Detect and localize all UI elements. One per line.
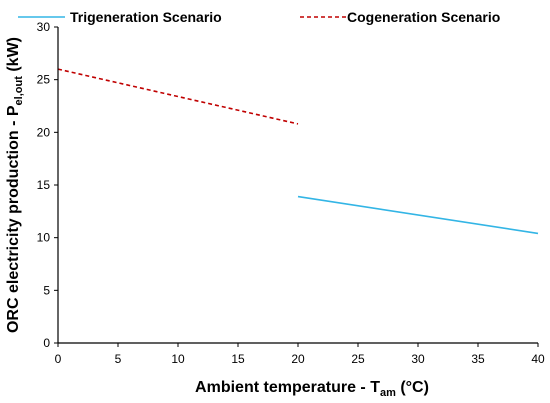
x-tick-label: 30 <box>411 352 425 366</box>
legend-label-trigeneration: Trigeneration Scenario <box>70 9 222 25</box>
y-tick-label: 5 <box>43 283 50 297</box>
y-tick-label: 15 <box>37 178 51 192</box>
legend-label-cogeneration: Cogeneration Scenario <box>347 9 500 25</box>
x-tick-label: 10 <box>171 352 185 366</box>
x-tick-label: 20 <box>291 352 305 366</box>
x-tick-label: 40 <box>531 352 545 366</box>
x-tick-label: 15 <box>231 352 245 366</box>
series-line-trigeneration <box>297 195 539 235</box>
y-tick-label: 20 <box>37 125 51 139</box>
y-tick-label: 25 <box>37 73 51 87</box>
x-tick-label: 35 <box>471 352 485 366</box>
x-tick-label: 5 <box>115 352 122 366</box>
y-tick-label: 10 <box>37 231 51 245</box>
x-tick-label: 25 <box>351 352 365 366</box>
x-tick-label: 0 <box>55 352 62 366</box>
axis-titles: Ambient temperature - Tam (°C) ORC electr… <box>5 37 429 399</box>
y-tick-label: 30 <box>37 20 51 34</box>
y-axis-title: ORC electricity production - Pel,out (kW… <box>5 37 25 333</box>
series-line-cogeneration <box>57 68 299 125</box>
x-axis-title: Ambient temperature - Tam (°C) <box>195 379 429 399</box>
y-tick-label: 0 <box>43 336 50 350</box>
plot-area <box>57 68 539 235</box>
legend: Trigeneration Scenario Cogeneration Scena… <box>18 9 500 25</box>
axes: 0 5 10 15 20 25 30 0 5 10 15 20 25 30 35 40 <box>37 20 545 366</box>
